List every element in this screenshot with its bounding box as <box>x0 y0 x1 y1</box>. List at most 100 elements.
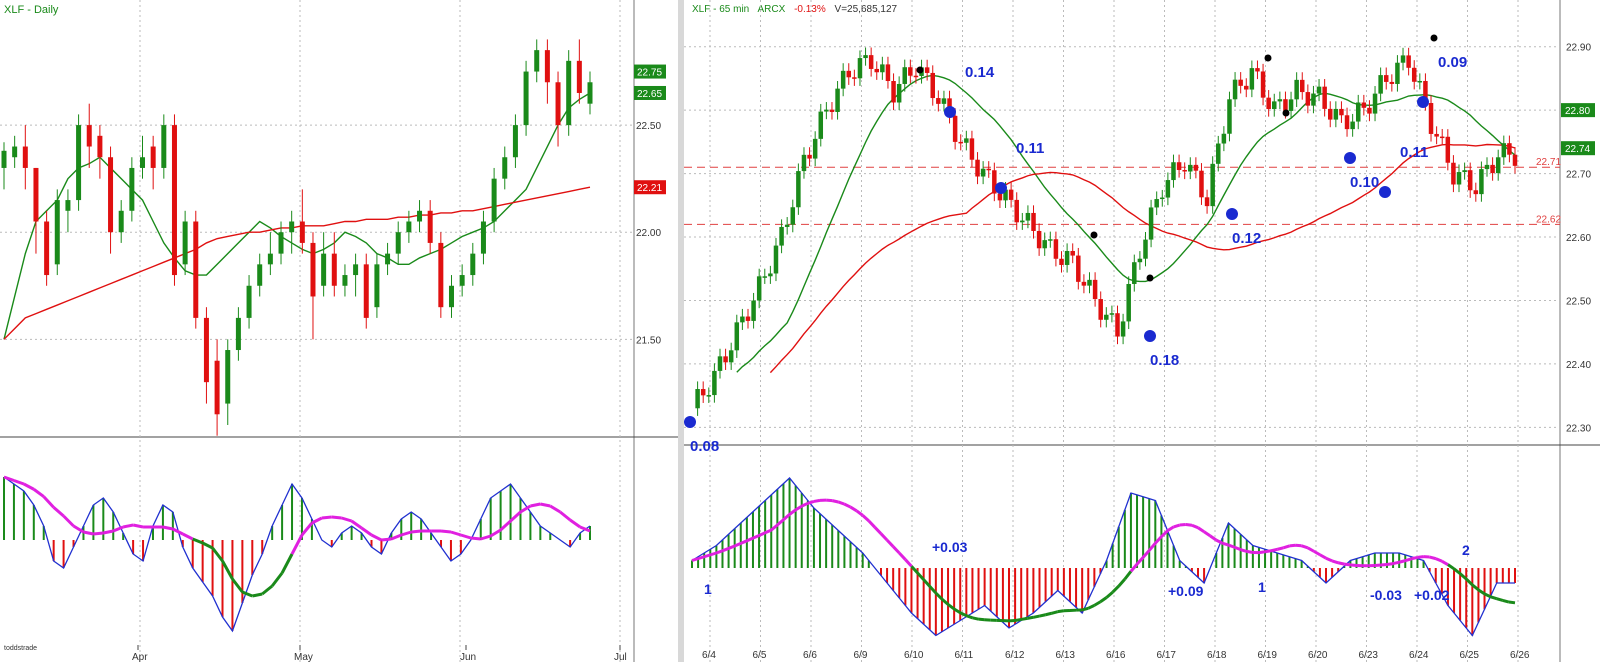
intraday-osc-signal-segment <box>1392 560 1400 566</box>
daily-osc-signal-segment <box>311 516 323 525</box>
intraday-candle-body <box>958 141 963 144</box>
intraday-candle-body <box>1087 279 1092 286</box>
daily-candle-body <box>566 60 572 126</box>
intraday-candle-body <box>986 168 991 171</box>
daily-osc-signal-segment <box>370 533 383 542</box>
intraday-candle-body <box>1283 99 1288 111</box>
intraday-osc-signal-segment <box>1093 600 1102 607</box>
intraday-osc-signal-segment <box>1386 562 1394 567</box>
intraday-osc-signal-segment <box>1270 547 1278 553</box>
daily-candle-body <box>44 221 50 276</box>
intraday-candle-body <box>717 356 723 371</box>
signal-dot-icon <box>1282 109 1290 117</box>
intraday-candle-body <box>1171 162 1176 181</box>
daily-osc-signal-segment <box>480 534 492 541</box>
intraday-slow-ma-line <box>769 143 1516 374</box>
signal-dot-icon <box>1146 274 1154 282</box>
intraday-candle-body <box>1025 212 1031 221</box>
daily-osc-signal-segment <box>221 560 234 580</box>
daily-osc-signal-segment <box>470 536 481 541</box>
volume-label: V=25,685,127 <box>835 4 898 15</box>
daily-osc-signal-segment <box>132 523 144 529</box>
intraday-candle-body <box>1126 283 1131 322</box>
up-arrow-icon <box>1344 152 1356 164</box>
intraday-candle-body <box>1367 107 1372 114</box>
intraday-osc-signal-segment <box>1197 526 1205 533</box>
daily-osc-signal-segment <box>400 530 412 537</box>
daily-candle-body <box>544 50 550 83</box>
daily-candle-body <box>385 253 391 265</box>
down-arrow-icon <box>1379 186 1391 198</box>
intraday-candle-body <box>1277 99 1283 102</box>
intraday-candle-body <box>700 389 706 396</box>
intraday-candle-body <box>1003 189 1008 201</box>
intraday-candle-body <box>975 159 980 177</box>
intraday-osc-signal-segment <box>715 549 723 555</box>
daily-x-tick-label: Apr <box>132 652 148 662</box>
daily-osc-signal-segment <box>350 519 363 530</box>
intraday-candle-body <box>1473 190 1479 195</box>
intraday-osc-signal-segment <box>885 539 895 548</box>
intraday-osc-signal-segment <box>807 500 815 505</box>
intraday-candle-body <box>846 70 852 78</box>
intraday-osc-signal-segment <box>1398 559 1406 564</box>
intraday-candle-body <box>1490 164 1495 174</box>
intraday-osc-signal-segment <box>1350 563 1357 567</box>
intraday-osc-annotation: 1 <box>704 581 712 597</box>
intraday-candle-body <box>768 273 773 277</box>
intraday-candle-body <box>1479 169 1484 195</box>
intraday-y-tick-label: 22.50 <box>1566 296 1591 307</box>
intraday-osc-signal-segment <box>764 528 772 535</box>
signal-dot-icon <box>916 66 924 74</box>
daily-osc-signal-segment <box>519 504 532 514</box>
intraday-osc-signal-segment <box>691 557 699 562</box>
daily-candle-body <box>374 264 380 308</box>
intraday-osc-signal-segment <box>1166 525 1175 533</box>
intraday-chart-panel[interactable]: XLF - 65 min ARCX -0.13% V=25,685,127 22… <box>684 0 1600 662</box>
panel-splitter[interactable] <box>678 0 684 662</box>
down-arrow-icon <box>944 106 956 118</box>
daily-osc-signal-segment <box>93 531 104 536</box>
intraday-y-tick-label: 22.70 <box>1566 170 1591 181</box>
intraday-candle-body <box>1132 262 1137 284</box>
intraday-moving-averages <box>736 74 1516 374</box>
intraday-candle-body <box>745 316 751 321</box>
daily-price-tag <box>634 85 666 100</box>
intraday-candle-body <box>902 67 907 84</box>
intraday-y-tick-label: 22.40 <box>1566 360 1591 371</box>
intraday-osc-signal-segment <box>1221 541 1229 547</box>
intraday-candle-body <box>936 98 941 104</box>
intraday-osc-signal-segment <box>978 617 985 622</box>
intraday-osc-signal-segment <box>861 514 870 522</box>
daily-candle-body <box>12 146 18 158</box>
intraday-candle-body <box>1120 321 1126 337</box>
intraday-candle-body <box>1165 180 1171 198</box>
intraday-reference-label: 22.71 <box>1536 157 1561 168</box>
daily-candle-body <box>225 350 231 404</box>
intraday-osc-signal-segment <box>1240 548 1248 553</box>
daily-candle-body <box>534 50 540 72</box>
intraday-candle-body <box>1059 258 1064 265</box>
intraday-candle-body <box>1400 55 1406 63</box>
daily-candle-body <box>299 221 305 243</box>
intraday-candle-body <box>1428 103 1434 134</box>
intraday-candle-body <box>1272 101 1277 110</box>
intraday-candle-body <box>874 68 880 73</box>
intraday-osc-signal-segment <box>1045 611 1053 617</box>
daily-chart-panel[interactable]: XLF - Daily 21.50 22.00 22.50 22.75 22.65 22.… <box>0 0 680 662</box>
intraday-candle-body <box>1008 189 1014 200</box>
intraday-osc-signal-segment <box>1380 563 1388 567</box>
daily-oscillator <box>3 475 591 633</box>
intraday-osc-signal-segment <box>843 502 852 509</box>
intraday-osc-signal-segment <box>1160 529 1169 538</box>
intraday-annotation: 0.10 <box>1350 174 1379 191</box>
intraday-candle-body <box>1501 143 1507 158</box>
intraday-x-tick-label: 6/16 <box>1106 650 1126 661</box>
intraday-candle-body <box>1143 239 1148 259</box>
daily-candle-body <box>118 210 124 233</box>
daily-osc-signal-segment <box>559 510 572 522</box>
daily-candle-body <box>246 285 252 318</box>
daily-candle-body <box>257 264 263 286</box>
intraday-osc-annotation: 1 <box>1258 579 1266 595</box>
intraday-candle-body <box>1020 220 1025 223</box>
